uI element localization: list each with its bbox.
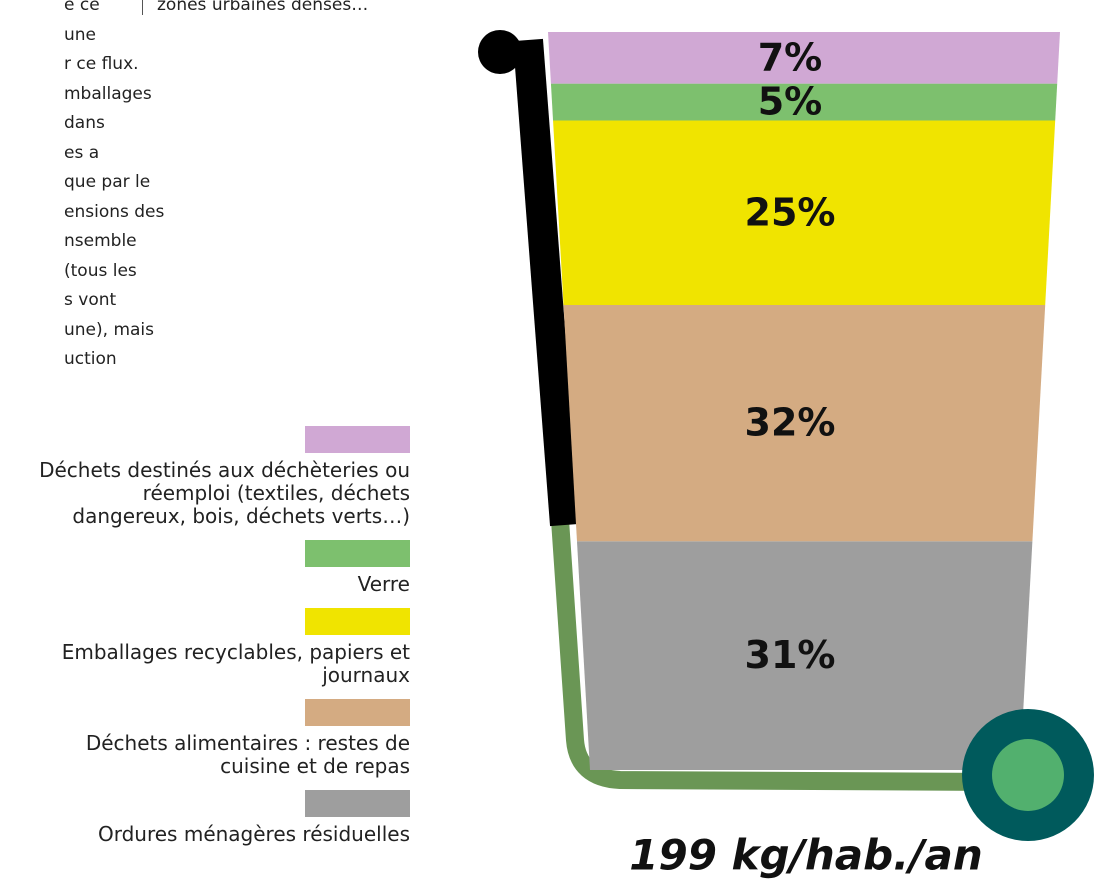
text-line: une [64,24,97,45]
wheel-hub [992,739,1064,811]
bin-segment [576,541,1033,770]
legend-label: Déchets alimentaires : restes de cuisine… [85,731,410,778]
bin-segment [548,32,1060,84]
legend-swatch [305,540,410,567]
text-line: une), mais [64,319,155,340]
legend: Déchets destinés aux déchèteries ou réem… [20,426,410,858]
text-line: es a [64,142,100,163]
legend-label: Emballages recyclables, papiers et journ… [61,640,410,687]
text-fragments: e ce une r ce flux. mballages dans es a que pa… [64,0,164,375]
legend-swatch [305,790,410,817]
segment-label: 25% [745,190,836,234]
bin-segment [553,120,1056,306]
text-line: uction [64,349,117,369]
bin-frame [551,519,1001,791]
text-line: r ce flux. [64,54,139,74]
legend-label: Déchets destinés aux déchèteries ou réem… [39,458,410,528]
legend-label: Verre [357,572,410,596]
text-line: s vont [64,290,117,310]
bin-segment [550,83,1058,121]
text-line: que par le [64,172,151,192]
bin-segment [563,305,1046,542]
legend-swatch [305,608,410,635]
segment-label: 31% [745,633,836,677]
text-line: (tous les [64,260,137,281]
text-line: nsemble [64,231,137,251]
segment-label: 7% [758,35,823,79]
text-line: e ce [64,0,100,15]
text-fragment: zones urbaines denses… [142,0,368,15]
text-line: ensions des [64,201,165,222]
legend-swatch [305,426,410,453]
segment-label: 5% [758,80,823,124]
bin-frame [513,38,580,527]
legend-swatch [305,699,410,726]
legend-label: Ordures ménagères résiduelles [97,822,410,846]
segment-label: 32% [745,401,836,445]
total-label: 199 kg/hab./an [629,831,982,880]
bin-handle [478,30,522,74]
text-line: dans [64,113,105,133]
text-line: mballages [64,83,152,104]
